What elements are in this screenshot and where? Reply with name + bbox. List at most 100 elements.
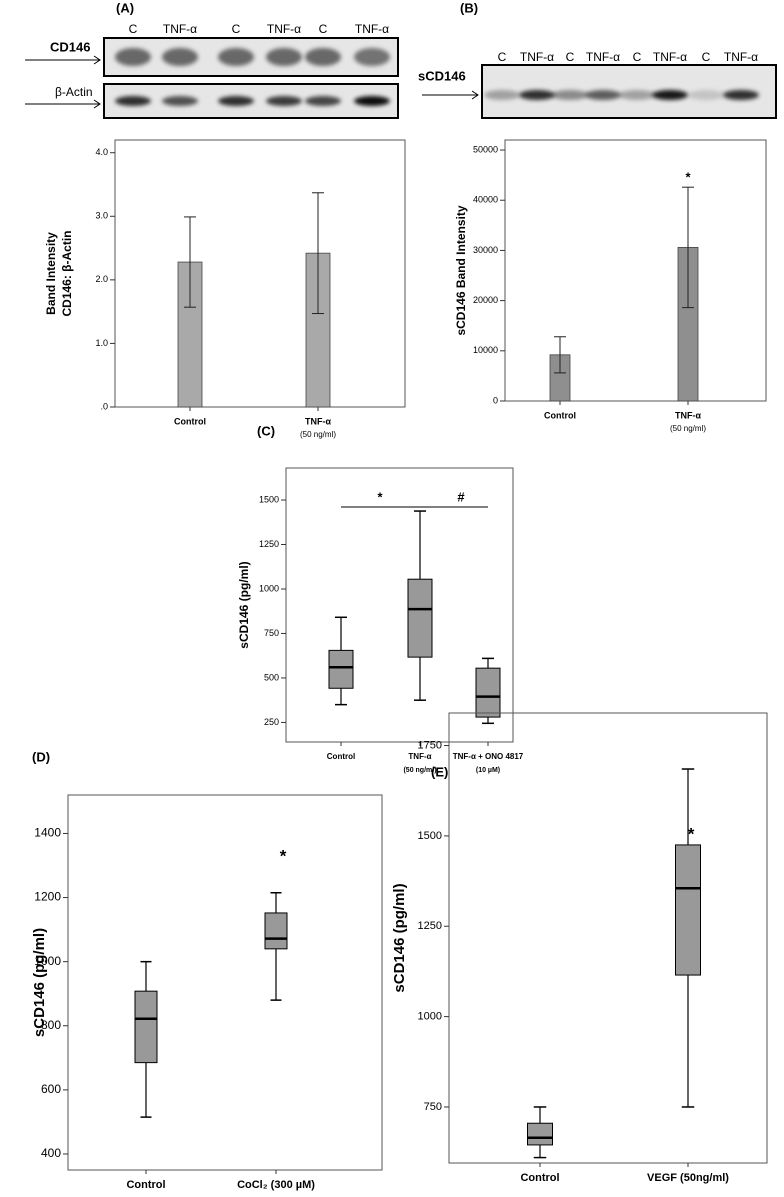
y-tick-label: 1.0 [95, 338, 108, 348]
y-tick-label: 4.0 [95, 147, 108, 157]
y-axis-label: Band Intensity [44, 232, 58, 315]
y-tick-label: 0 [493, 395, 498, 405]
blot-band [652, 90, 688, 100]
y-tick-label: 750 [424, 1101, 442, 1113]
y-tick-label: 1400 [34, 826, 61, 840]
plot-frame [67, 794, 383, 1171]
blot-band [162, 48, 198, 66]
blot-band [115, 48, 151, 66]
blot-band [519, 90, 555, 100]
plot-frame [285, 467, 514, 743]
blot-band [354, 96, 390, 106]
annotation: * [688, 824, 695, 843]
plot-frame [114, 139, 406, 408]
lane-label: C [129, 22, 138, 36]
box [134, 990, 158, 1064]
box [407, 578, 433, 658]
arrow-head [93, 99, 101, 109]
x-tick-label: Control [520, 1172, 559, 1184]
lane-label: TNF-α [586, 50, 620, 64]
lane-label: C [633, 50, 642, 64]
box [675, 844, 701, 976]
lane-label: C [566, 50, 575, 64]
lane-label: TNF-α [267, 22, 301, 36]
blot-row-label: sCD146 [418, 68, 466, 83]
y-tick-label: 1500 [259, 494, 279, 504]
annotation: # [457, 489, 465, 504]
plot-frame [448, 712, 768, 1164]
blot-band [115, 96, 151, 106]
y-axis-label: sCD146 (pg/ml) [31, 928, 48, 1037]
panel-title: (D) [32, 749, 50, 764]
y-axis-label: sCD146 (pg/ml) [391, 883, 408, 992]
arrow-head [93, 55, 101, 65]
lane-label: C [319, 22, 328, 36]
y-tick-label: 50000 [473, 144, 498, 154]
annotation: * [280, 846, 287, 865]
x-tick-label: TNF-α [408, 752, 431, 761]
blot-band [354, 48, 390, 66]
lane-label: C [498, 50, 507, 64]
y-tick-label: 1250 [418, 920, 442, 932]
panel-title: (C) [257, 423, 275, 438]
box [328, 649, 354, 689]
lane-label: TNF-α [520, 50, 554, 64]
blot-band [552, 90, 588, 100]
y-tick-label: 750 [264, 628, 279, 638]
x-tick-label: CoCl₂ (300 µM) [237, 1179, 315, 1191]
y-tick-label: 2.0 [95, 274, 108, 284]
x-tick-note: (10 µM) [476, 767, 500, 774]
lane-label: TNF-α [163, 22, 197, 36]
box [264, 912, 288, 950]
panel-title: (A) [116, 0, 134, 15]
y-tick-label: 1000 [34, 954, 61, 968]
y-tick-label: 40000 [473, 195, 498, 205]
panel: (E) sCD146 (pg/ml) 750 1000 1250 1500 1750 Cont… [391, 712, 768, 1184]
blot-band [266, 48, 302, 66]
box [527, 1122, 553, 1146]
x-tick-note: (50 ng/ml) [403, 767, 436, 774]
lane-label: TNF-α [653, 50, 687, 64]
blot-band [266, 96, 302, 106]
panel-title: (E) [431, 764, 448, 779]
annotation: * [377, 489, 383, 504]
y-tick-label: 500 [264, 672, 279, 682]
panel: (C) sCD146 (pg/ml) 250 500 750 1000 1250 1500 Co… [237, 423, 524, 773]
lane-label: TNF-α [355, 22, 389, 36]
y-tick-label: .0 [100, 401, 108, 411]
x-tick-label: VEGF (50ng/ml) [647, 1172, 729, 1184]
y-tick-label: 1200 [34, 890, 61, 904]
blot-row-label: CD146 [50, 39, 90, 54]
x-tick-label: TNF-α [675, 410, 701, 420]
blot-band [305, 96, 341, 106]
y-tick-label: 250 [264, 717, 279, 727]
x-tick-label: Control [126, 1179, 165, 1191]
x-tick-note: (50 ng/ml) [300, 430, 336, 439]
y-tick-label: 400 [41, 1146, 61, 1160]
x-tick-label: TNF-α [305, 416, 331, 426]
panel: (D) sCD146 (pg/ml) 400 600 800 1000 1200 1400 Co… [31, 749, 383, 1191]
y-tick-label: 10000 [473, 345, 498, 355]
y-tick-label: 20000 [473, 295, 498, 305]
blot-band [162, 96, 198, 106]
y-axis-label: CD146: β-Actin [60, 230, 74, 316]
y-tick-label: 600 [41, 1082, 61, 1096]
lane-label: C [232, 22, 241, 36]
x-tick-note: (50 ng/ml) [670, 424, 706, 433]
panel-title: (B) [460, 0, 478, 15]
blot-band [218, 48, 254, 66]
y-tick-label: 30000 [473, 245, 498, 255]
y-tick-label: 1750 [418, 739, 442, 751]
box [475, 667, 501, 718]
blot-band [585, 90, 621, 100]
plot-frame [504, 139, 767, 402]
y-tick-label: 1250 [259, 539, 279, 549]
arrow-head [471, 90, 479, 100]
blot-band [723, 90, 759, 100]
blot-band [218, 96, 254, 106]
x-tick-label: TNF-α + ONO 4817 [453, 752, 524, 761]
blot-band [305, 48, 341, 66]
blot-row-label: β-Actin [55, 85, 93, 99]
